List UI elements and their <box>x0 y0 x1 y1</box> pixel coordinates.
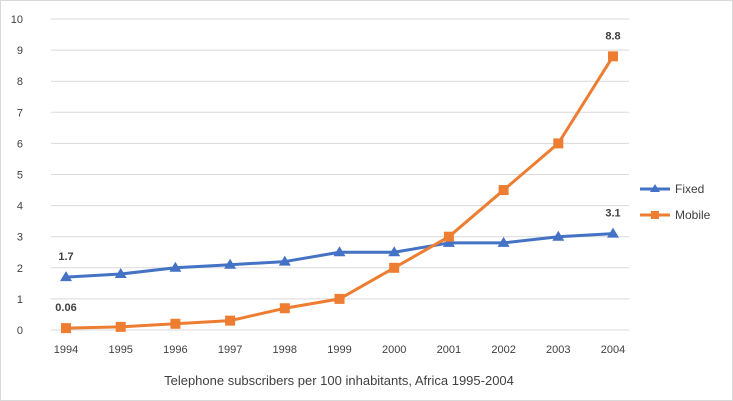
fixed-point <box>278 255 291 266</box>
mobile-series-line <box>65 55 615 330</box>
fixed-point <box>169 261 182 272</box>
fixed-legend-label: Fixed <box>675 182 704 196</box>
mobile-point <box>608 51 618 62</box>
x-axis-ticks: 1994 1995 1996 1997 1998 1999 2000 2001 2002 2003… <box>54 344 625 356</box>
x-tick-label: 1999 <box>327 344 351 356</box>
mobile-point <box>115 321 126 332</box>
fixed-point <box>114 268 127 279</box>
gridlines <box>51 18 629 331</box>
fixed-point <box>607 227 619 238</box>
x-tick-label: 2000 <box>382 344 406 356</box>
mobile-legend-label: Mobile <box>675 208 711 222</box>
mobile-data-label: 0.06 <box>55 302 76 314</box>
x-tick-label: 1998 <box>273 344 297 356</box>
x-tick-label: 1994 <box>54 344 78 356</box>
x-tick-label: 2004 <box>601 344 625 356</box>
mobile-legend-marker <box>651 211 659 219</box>
mobile-point <box>498 185 509 196</box>
fixed-legend-marker <box>650 184 660 192</box>
y-tick-label: 7 <box>17 107 23 119</box>
x-tick-label: 1997 <box>218 344 242 356</box>
mobile-point <box>279 303 290 314</box>
chart-title: Telephone subscribers per 100 inhabitant… <box>164 373 514 388</box>
y-tick-label: 5 <box>17 170 23 182</box>
mobile-point <box>334 293 345 304</box>
y-tick-label: 2 <box>17 263 23 275</box>
fixed-point <box>333 246 346 257</box>
y-tick-label: 1 <box>17 294 23 306</box>
x-tick-label: 2002 <box>491 344 515 356</box>
y-axis-ticks: 0 1 2 3 4 5 6 7 8 9 10 <box>11 14 23 337</box>
x-tick-label: 2001 <box>437 344 461 356</box>
y-tick-label: 4 <box>17 201 23 213</box>
x-tick-label: 2003 <box>546 344 570 356</box>
y-tick-label: 3 <box>17 232 23 244</box>
mobile-point <box>389 262 400 273</box>
fixed-point <box>60 271 72 282</box>
mobile-point <box>553 138 564 149</box>
fixed-point <box>224 258 237 269</box>
fixed-point <box>552 230 565 241</box>
fixed-data-label: 1.7 <box>58 251 73 263</box>
y-tick-label: 0 <box>17 325 23 337</box>
mobile-data-label: 8.8 <box>605 30 620 42</box>
series-lines <box>60 51 619 334</box>
y-tick-label: 10 <box>11 14 23 26</box>
data-labels: 1.7 3.1 0.06 8.8 <box>55 30 620 314</box>
x-tick-label: 1995 <box>108 344 132 356</box>
mobile-point <box>170 318 181 329</box>
x-tick-label: 1996 <box>163 344 187 356</box>
y-tick-label: 8 <box>17 76 23 88</box>
legend: Fixed Mobile <box>640 182 711 222</box>
y-tick-label: 6 <box>17 138 23 150</box>
fixed-point <box>497 236 510 247</box>
fixed-point <box>442 236 455 247</box>
y-tick-label: 9 <box>17 45 23 57</box>
mobile-point <box>443 231 454 242</box>
fixed-point <box>388 246 401 257</box>
fixed-data-label: 3.1 <box>605 208 620 220</box>
mobile-point <box>61 323 71 334</box>
mobile-point <box>225 315 236 326</box>
